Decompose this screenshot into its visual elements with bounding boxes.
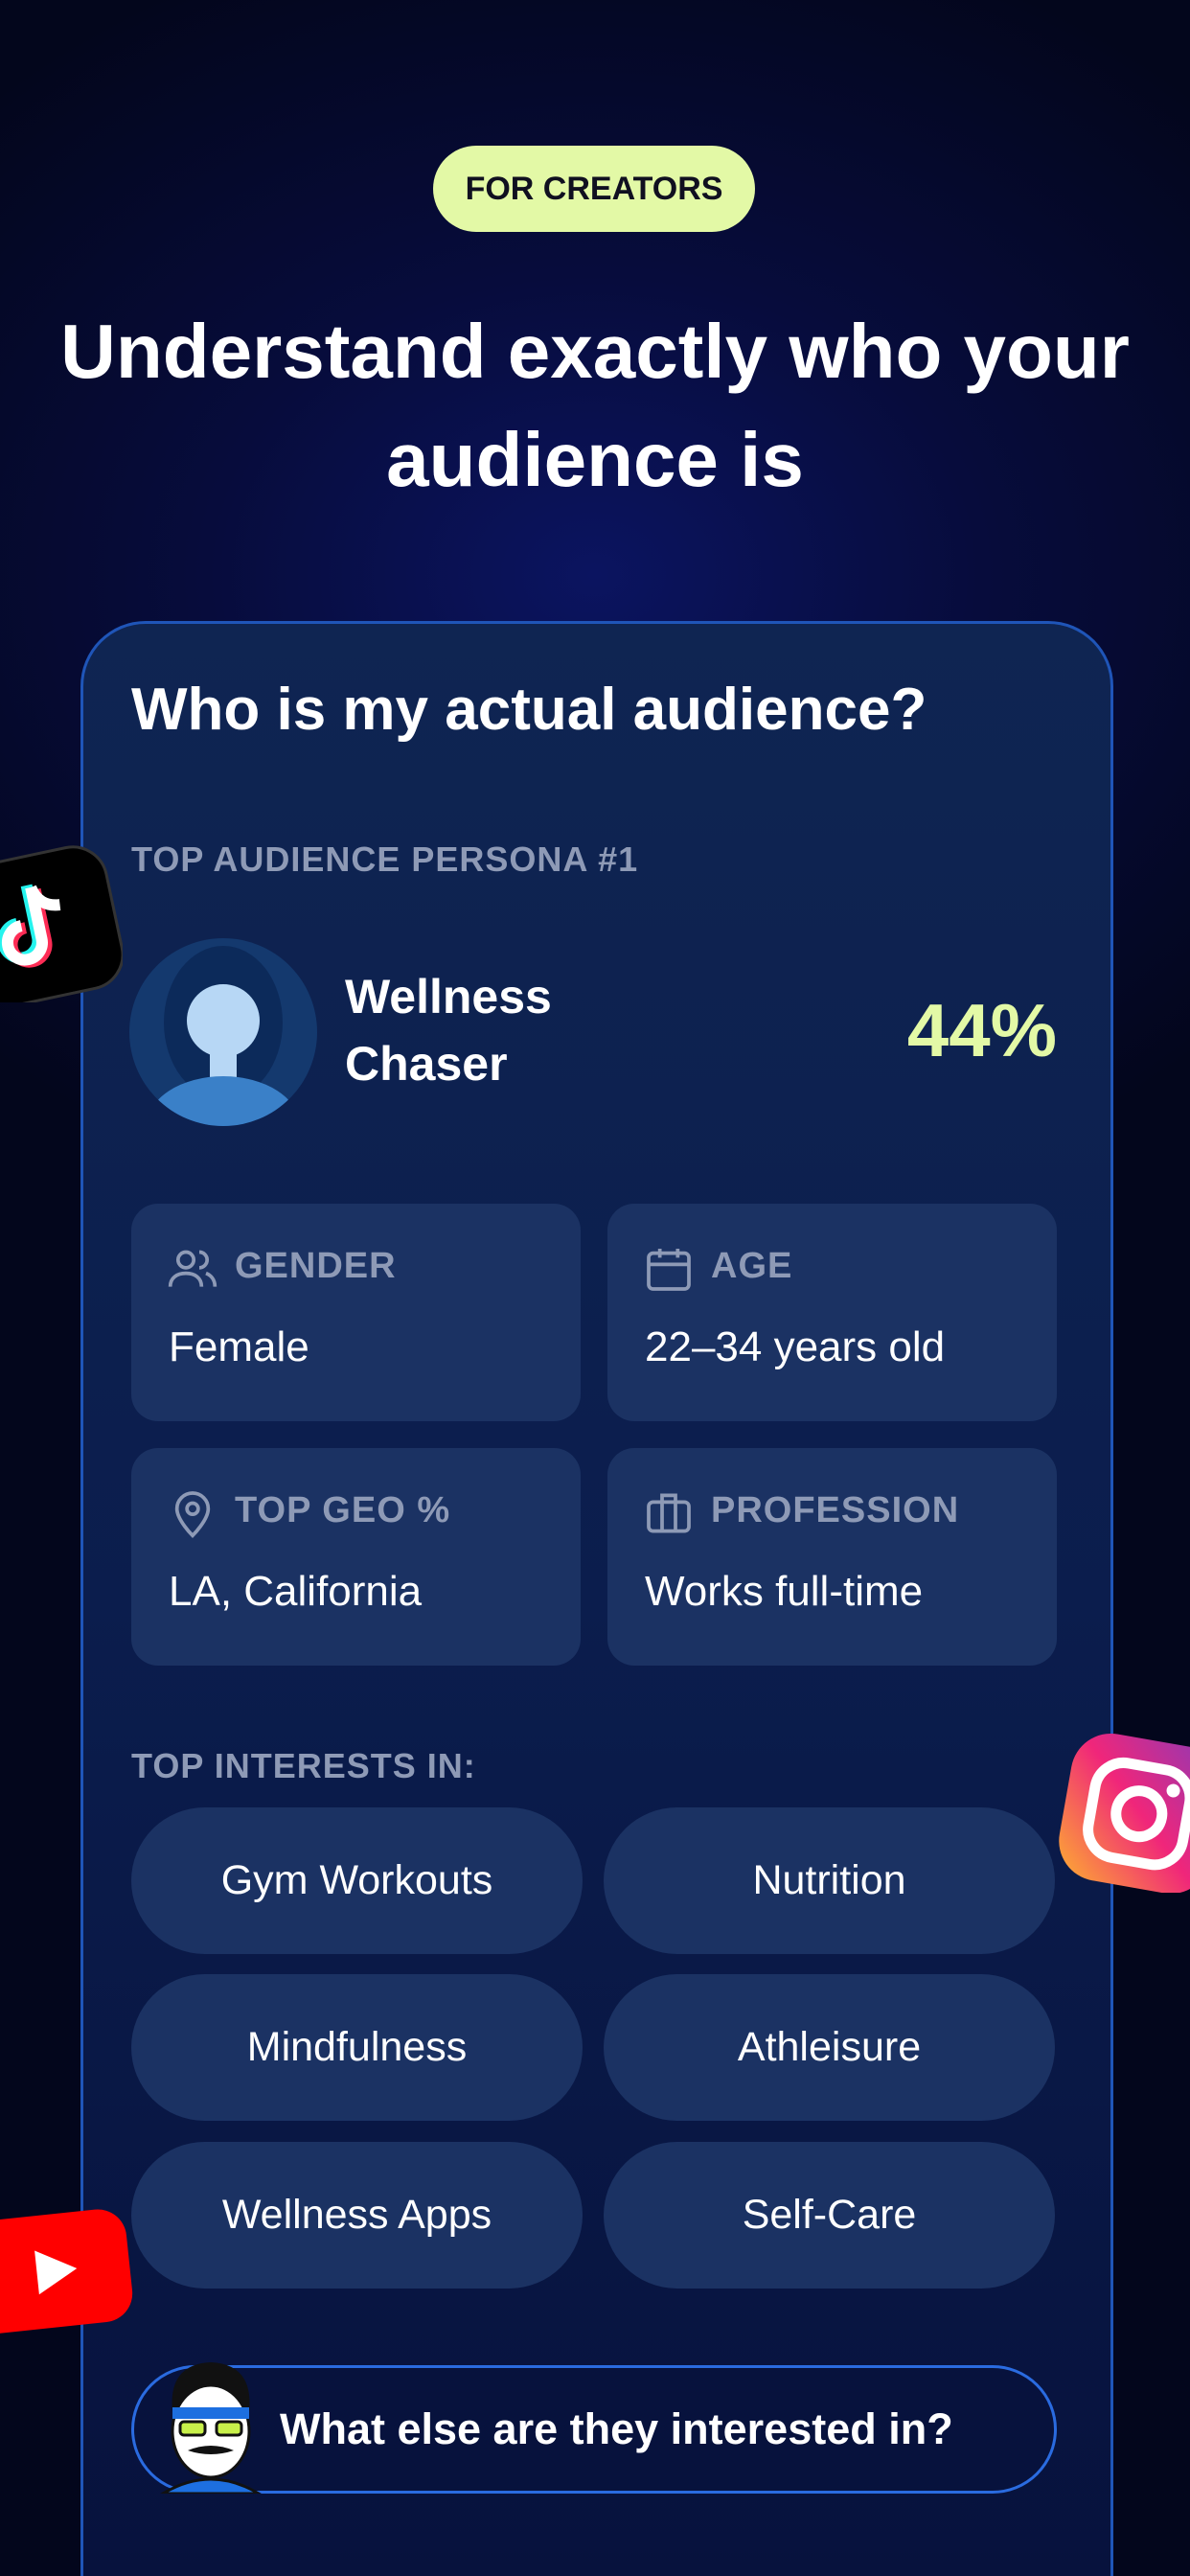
fact-value: LA, California (169, 1568, 423, 1615)
age-icon (647, 1249, 691, 1291)
card-title: Who is my actual audience? (131, 677, 927, 743)
persona-name: Wellness Chaser (345, 970, 552, 1091)
fact-value: 22–34 years old (645, 1323, 946, 1370)
badge: FOR CREATORS (433, 146, 755, 232)
section-label: TOP INTERESTS IN: (131, 1746, 476, 1785)
tiktok-logo (0, 845, 123, 1002)
fact-card: PROFESSION Works full-time (607, 1448, 1057, 1666)
fact-label: PROFESSION (711, 1490, 960, 1530)
cta-button[interactable]: What else are they interested in? (131, 2362, 1057, 2494)
interest-pill: Athleisure (604, 1974, 1055, 2121)
fact-value: Works full-time (645, 1568, 924, 1615)
instagram-logo (1059, 1733, 1190, 1893)
gender-icon (168, 1250, 217, 1287)
profession-icon (647, 1493, 691, 1533)
fact-card: TOP GEO % LA, California (131, 1448, 581, 1666)
fact-card: GENDER Female (131, 1204, 581, 1421)
headline: Understand exactly who your audience is (60, 309, 1130, 502)
cta-label: What else are they interested in? (280, 2404, 953, 2453)
fact-label: TOP GEO % (235, 1490, 451, 1530)
interest-pill: Gym Workouts (131, 1807, 583, 1954)
geo-icon (174, 1491, 211, 1538)
fact-value: Female (169, 1323, 309, 1370)
youtube-logo (0, 2209, 133, 2334)
fact-card: AGE 22–34 years old (607, 1204, 1057, 1421)
section-label: TOP AUDIENCE PERSONA #1 (131, 840, 639, 879)
interest-pill: Wellness Apps (131, 2142, 583, 2288)
interest-pill: Self-Care (604, 2142, 1055, 2288)
fact-label: AGE (711, 1246, 793, 1286)
mascot (160, 2362, 262, 2494)
interest-pill: Mindfulness (131, 1974, 583, 2121)
interest-pill: Nutrition (604, 1807, 1055, 1954)
avatar (129, 938, 317, 1126)
persona-share: 44% (906, 988, 1057, 1072)
fact-label: GENDER (235, 1246, 397, 1286)
